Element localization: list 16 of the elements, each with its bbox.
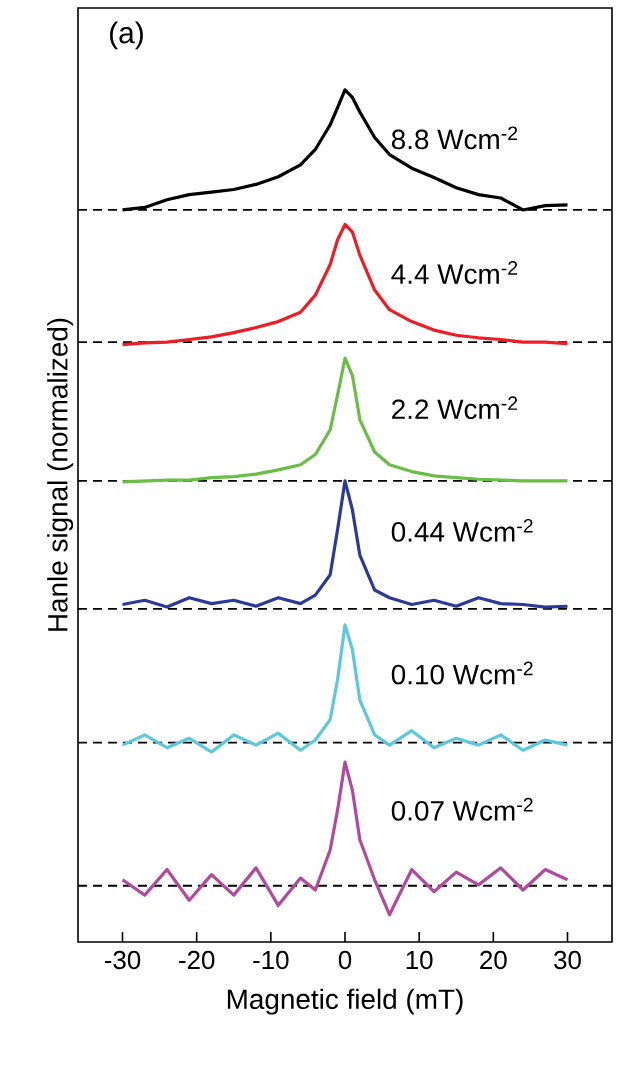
x-tick-label: 10 (406, 950, 433, 970)
text: (a) (110, 21, 143, 50)
series-label: 0.44 Wcm$^{-2}$ (391, 518, 533, 542)
x-tick-label: -10 (253, 950, 289, 970)
x-tick-label: -30 (104, 950, 141, 970)
x-tick-label: 0 (338, 950, 352, 970)
series-label: 0.07 Wcm$^{-2}$ (391, 797, 533, 821)
x-axis-title: Magnetic field (mT) (227, 988, 463, 1015)
series-label: 0.10 Wcm$^{-2}$ (391, 661, 533, 685)
x-tick-label: -20 (179, 950, 215, 970)
series-label: 2.2 Wcm$^{-2}$ (392, 396, 518, 420)
series-label: 4.4 Wcm$^{-2}$ (391, 261, 518, 284)
x-tick-label: 20 (480, 950, 507, 970)
y-axis-title: Hanle signal (normalized) (47, 318, 74, 631)
x-tick-label: 30 (554, 950, 581, 970)
series-label: 8.8 Wcm$^{-2}$ (391, 126, 518, 150)
